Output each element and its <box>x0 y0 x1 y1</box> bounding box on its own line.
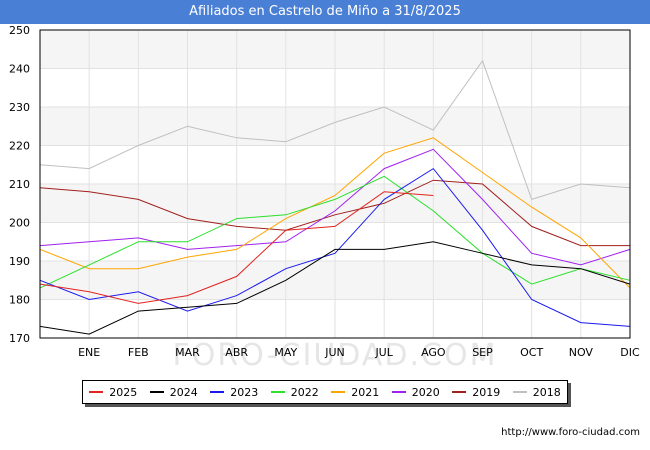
x-tick-label: JUN <box>324 346 345 359</box>
legend-swatch <box>391 391 406 393</box>
x-tick-label: NOV <box>569 346 594 359</box>
legend-item-2022: 2022 <box>270 385 319 399</box>
legend-swatch <box>270 391 285 393</box>
legend-label: 2019 <box>472 385 501 399</box>
legend-item-2025: 2025 <box>89 386 137 399</box>
series-line-2023 <box>39 167 631 327</box>
x-tick-label: AGO <box>421 346 446 359</box>
legend-swatch <box>89 391 104 393</box>
legend-item-2024: 2024 <box>149 385 198 399</box>
legend-item-2018: 2018 <box>512 385 561 399</box>
legend-swatch <box>452 391 467 393</box>
legend-item-2019: 2019 <box>452 386 500 399</box>
x-tick-label: JUL <box>374 346 393 359</box>
legend-label: 2020 <box>411 385 440 399</box>
x-tick-label: MAY <box>274 346 297 359</box>
chart-title: Afiliados en Castrelo de Miño a 31/8/202… <box>0 0 650 24</box>
x-tick-label: FEB <box>128 346 149 359</box>
plot-frame <box>39 29 631 339</box>
y-tick-label: 230 <box>9 101 30 114</box>
chart-legend: 2025 2024 2023 2022 2021 2020 2019 2018 <box>82 380 568 404</box>
series-line-2022 <box>39 175 631 289</box>
legend-label: 2024 <box>169 385 198 399</box>
series-line-2021 <box>39 137 631 289</box>
y-tick-label: 240 <box>9 63 30 76</box>
series-line-2018 <box>39 59 631 201</box>
series-line-2024 <box>39 241 631 335</box>
y-tick-label: 200 <box>9 217 30 230</box>
series-line-2019 <box>39 179 630 247</box>
legend-label: 2022 <box>290 385 319 399</box>
y-tick-label: 190 <box>9 255 30 268</box>
legend-swatch <box>512 391 527 393</box>
watermark: FORO-CIUDAD.COM <box>173 338 498 373</box>
legend-label: 2018 <box>532 385 561 399</box>
y-tick-label: 180 <box>9 294 30 307</box>
legend-item-2020: 2020 <box>391 385 440 399</box>
legend-swatch <box>149 391 164 393</box>
series-line-2025 <box>39 191 434 304</box>
legend-item-2021: 2021 <box>331 386 379 399</box>
legend-swatch <box>210 391 225 393</box>
x-tick-label: ENE <box>78 346 100 359</box>
x-tick-label: DIC <box>620 346 640 359</box>
y-tick-label: 210 <box>9 178 30 191</box>
series-line-2020 <box>39 148 631 266</box>
legend-label: 2021 <box>351 385 380 399</box>
y-tick-label: 250 <box>9 24 30 37</box>
legend-label: 2023 <box>230 385 259 399</box>
legend-swatch <box>331 391 346 393</box>
y-tick-label: 220 <box>9 140 30 153</box>
legend-label: 2025 <box>109 385 138 399</box>
legend-item-2023: 2023 <box>210 386 258 399</box>
x-tick-label: SEP <box>472 346 493 359</box>
x-tick-label: MAR <box>175 346 200 359</box>
y-tick-label: 170 <box>9 332 30 345</box>
footer-url: http://www.foro-ciudad.com <box>501 427 640 438</box>
x-tick-label: OCT <box>520 346 543 359</box>
x-tick-label: ABR <box>225 346 248 359</box>
